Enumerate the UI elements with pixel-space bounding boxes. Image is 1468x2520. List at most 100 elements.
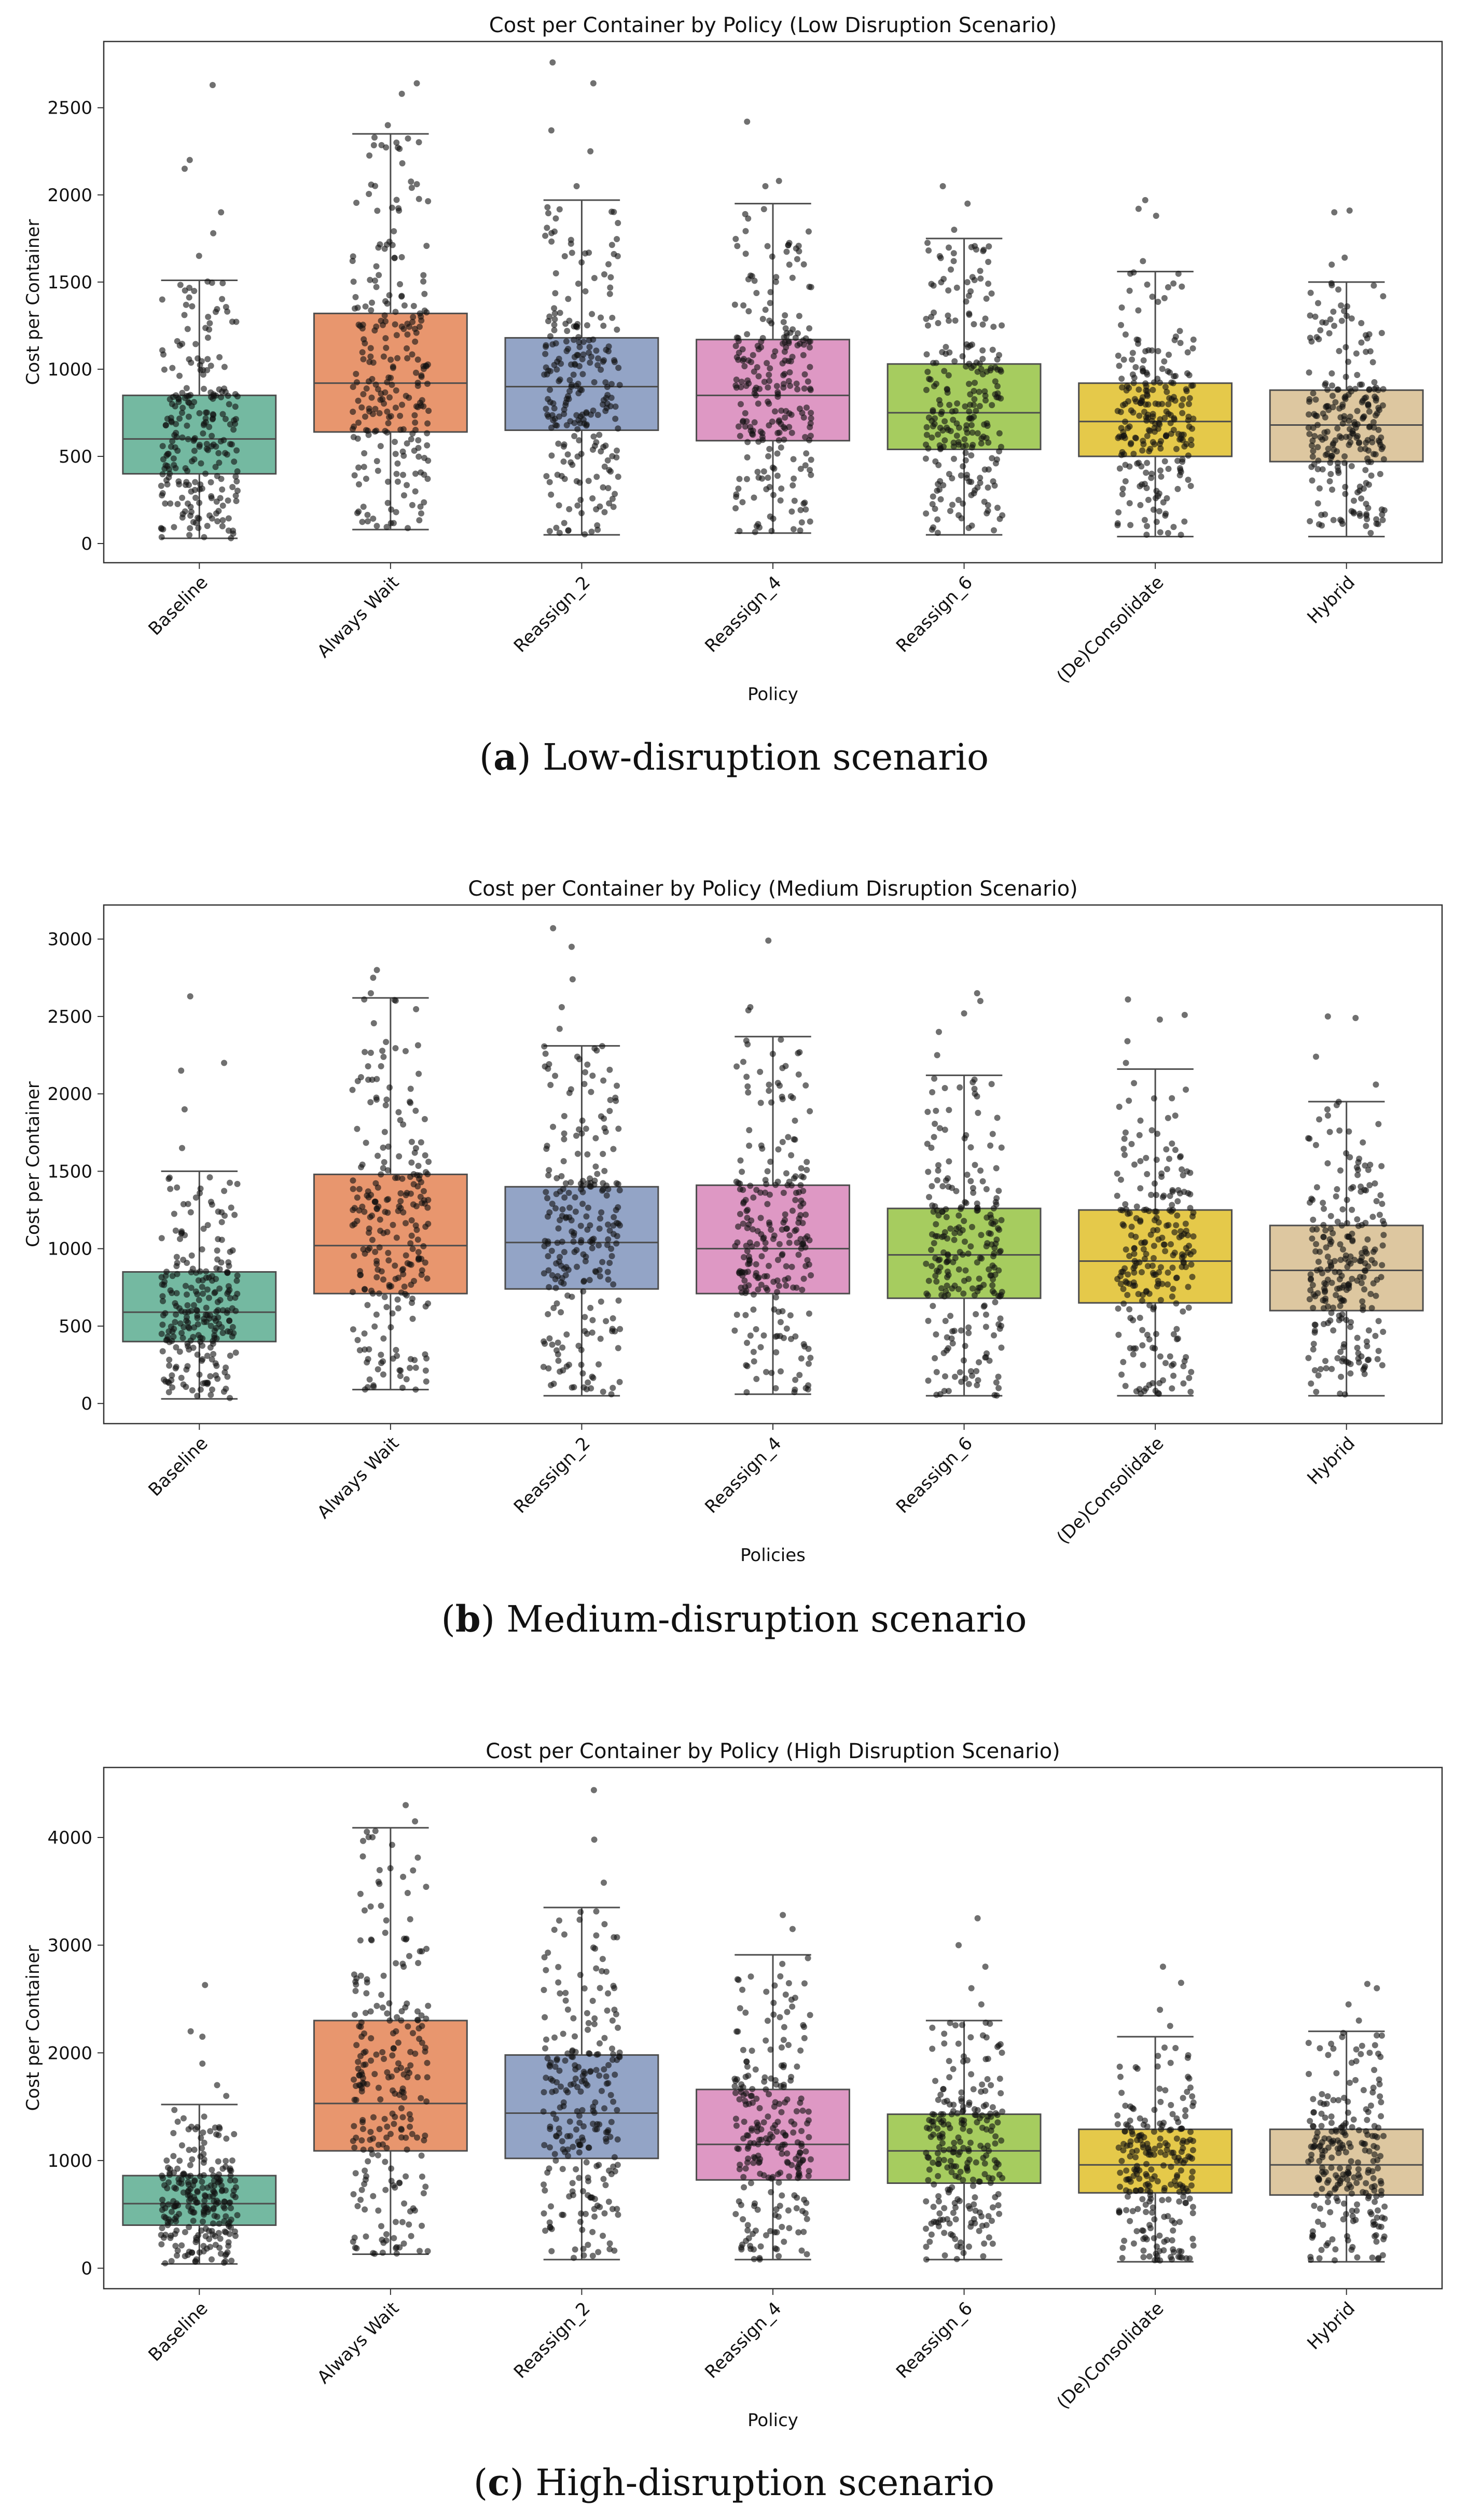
outlier-point (187, 993, 193, 1000)
data-point (767, 2227, 773, 2234)
data-point (367, 2008, 374, 2015)
data-point (168, 1323, 174, 1330)
data-point (593, 1908, 600, 1915)
data-point (1334, 1286, 1340, 1292)
box-iqr (313, 312, 468, 433)
data-point (777, 497, 784, 504)
data-point (603, 2129, 610, 2136)
data-point (229, 1324, 236, 1330)
data-point (174, 338, 181, 344)
data-point (228, 2258, 235, 2264)
data-point (355, 464, 362, 471)
outlier-point (556, 1025, 563, 1032)
data-point (362, 413, 368, 420)
data-point (959, 2108, 966, 2115)
data-point (788, 411, 795, 418)
data-point (741, 2184, 747, 2191)
data-point (981, 2240, 988, 2247)
data-point (421, 1197, 427, 1204)
data-point (373, 1096, 380, 1103)
data-point (415, 437, 422, 443)
data-point (1367, 348, 1374, 355)
data-point (605, 1236, 612, 1243)
data-point (553, 1260, 560, 1267)
data-point (1379, 517, 1386, 523)
data-point (798, 2128, 805, 2135)
data-point (804, 1159, 810, 1165)
data-point (543, 2075, 549, 2081)
data-point (412, 488, 419, 495)
data-point (970, 441, 976, 448)
data-point (1375, 1318, 1382, 1325)
data-point (932, 1355, 938, 1361)
x-tick-label: Reassign_4 (701, 2298, 785, 2383)
data-point (1115, 509, 1122, 516)
data-point (196, 2249, 203, 2256)
data-point (384, 2123, 391, 2130)
data-point (1131, 1269, 1138, 1276)
data-point (1349, 430, 1356, 437)
data-point (1313, 1184, 1320, 1191)
data-point (1348, 315, 1355, 322)
data-point (173, 1344, 179, 1351)
data-point (399, 2085, 406, 2092)
jitter-points (158, 993, 241, 1401)
data-point (174, 500, 181, 507)
data-point (1118, 425, 1125, 431)
data-point (393, 470, 400, 477)
data-point (1140, 2254, 1147, 2261)
data-point (777, 1368, 784, 1375)
data-point (745, 308, 752, 315)
y-tick-label: 3000 (47, 929, 92, 950)
data-point (938, 1292, 945, 1299)
data-point (368, 2035, 375, 2042)
data-point (751, 1358, 757, 1365)
data-point (575, 390, 582, 397)
data-point (1169, 1202, 1175, 1208)
y-tick-label: 2000 (47, 185, 92, 206)
data-point (750, 1291, 757, 1298)
data-point (1144, 1331, 1151, 1338)
data-point (179, 1334, 186, 1341)
data-point (174, 2247, 181, 2254)
data-point (989, 346, 996, 353)
data-point (218, 1219, 225, 1226)
data-point (221, 1188, 228, 1194)
data-point (373, 1274, 380, 1280)
data-point (1339, 1284, 1346, 1291)
data-point (1131, 1250, 1138, 1257)
data-point (222, 415, 229, 422)
data-point (375, 1152, 381, 1159)
data-point (353, 2097, 359, 2104)
data-point (610, 1385, 616, 1391)
data-point (200, 371, 206, 378)
data-point (172, 1365, 179, 1372)
data-point (355, 2058, 362, 2065)
data-point (161, 1278, 168, 1285)
data-point (773, 2206, 780, 2212)
data-point (1117, 1273, 1124, 1279)
data-point (186, 2224, 192, 2231)
data-point (200, 2151, 207, 2157)
data-point (924, 240, 931, 246)
data-point (733, 2076, 740, 2083)
data-point (980, 246, 987, 253)
data-point (579, 356, 586, 363)
data-point (984, 2117, 990, 2124)
data-point (1336, 347, 1342, 354)
data-point (765, 1262, 772, 1269)
data-point (186, 482, 192, 489)
x-tick-label: Reassign_6 (892, 572, 977, 657)
data-point (1337, 1302, 1344, 1309)
data-point (984, 1214, 990, 1221)
data-point (786, 1240, 793, 1246)
data-point (1117, 1280, 1124, 1287)
outlier-point (367, 990, 374, 997)
data-point (209, 2166, 215, 2173)
data-point (200, 1290, 206, 1297)
data-point (1154, 1283, 1160, 1290)
outlier-point (935, 1028, 942, 1035)
data-point (1339, 1206, 1346, 1213)
data-point (1178, 1228, 1184, 1235)
data-point (167, 2235, 174, 2241)
